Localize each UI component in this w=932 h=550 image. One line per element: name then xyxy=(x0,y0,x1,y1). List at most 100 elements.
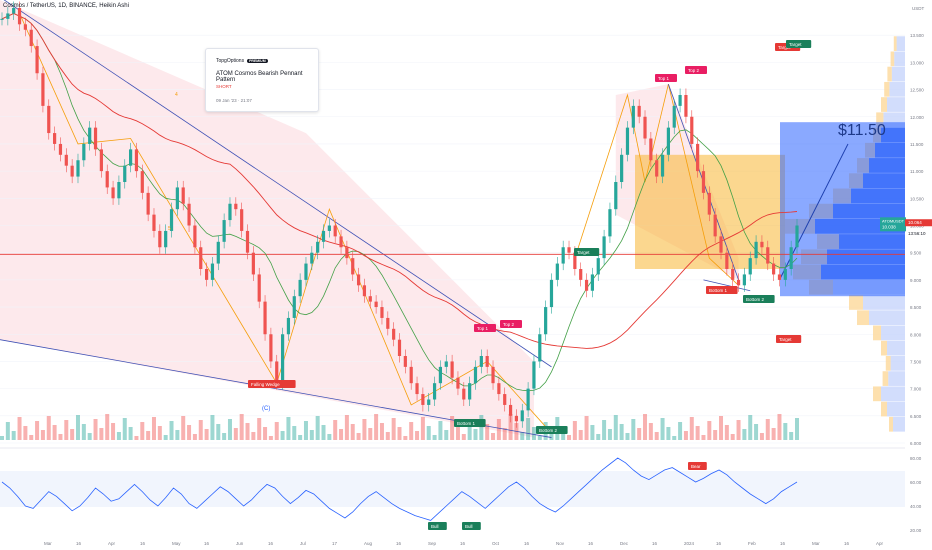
candle-body xyxy=(772,263,776,275)
profile-bar xyxy=(863,295,905,310)
zigzag-top xyxy=(574,84,739,286)
profile-bar xyxy=(891,66,905,82)
candle-body xyxy=(240,209,244,231)
time-tick: 16 xyxy=(780,541,786,546)
candle-body xyxy=(351,258,355,275)
volume-bar xyxy=(298,435,303,440)
volume-bar xyxy=(105,414,110,440)
profile-bar xyxy=(888,371,905,386)
volume-bar xyxy=(245,423,250,440)
candle-body xyxy=(760,241,764,248)
candle-body xyxy=(497,383,501,395)
time-tick: 2024 xyxy=(684,541,695,546)
pattern-labels: Falling Wedge (C) 4 5 Top 1 Top 2 Bottom 1 Bott… xyxy=(168,40,886,530)
volume-bar xyxy=(187,425,192,440)
time-tick: 16 xyxy=(204,541,210,546)
candle-body xyxy=(532,361,536,389)
volume-profile xyxy=(635,36,905,432)
candle-body xyxy=(555,263,559,280)
candle-body xyxy=(99,149,103,172)
last-high: 10.064 xyxy=(908,220,922,225)
volume-bar xyxy=(374,414,379,440)
volume-bar xyxy=(426,426,431,440)
time-tick: 16 xyxy=(588,541,594,546)
candle-body xyxy=(690,116,694,144)
volume-bar xyxy=(344,415,349,440)
candle-body xyxy=(573,252,577,269)
label-target-b-up: Target xyxy=(778,45,791,50)
volume-bar xyxy=(678,422,683,440)
profile-bar xyxy=(894,51,905,67)
time-tick: Feb xyxy=(748,541,756,546)
candle-body xyxy=(29,29,33,47)
volume-bar xyxy=(409,422,414,440)
volume-bar xyxy=(730,434,735,440)
candle-body xyxy=(339,236,343,248)
volume-bar xyxy=(303,421,308,440)
volume-bar xyxy=(274,422,279,440)
volume-bar xyxy=(175,430,180,440)
volume-bar xyxy=(58,434,63,440)
candle-body xyxy=(216,241,220,264)
candle-body xyxy=(105,171,109,188)
time-tick: 16 xyxy=(524,541,530,546)
volume-bar xyxy=(567,435,572,440)
ma-long xyxy=(1,12,798,349)
volume-bar xyxy=(40,430,45,440)
label-target-b-up2-bg xyxy=(786,40,812,48)
time-tick: 16 xyxy=(76,541,82,546)
label-bottom2-a: Bottom 2 xyxy=(539,428,558,433)
volume-bar xyxy=(64,420,69,440)
volume-bar xyxy=(385,432,390,440)
volume-bar xyxy=(572,421,577,440)
candle-body xyxy=(152,214,156,231)
rsi-tick: 40.00 xyxy=(910,504,922,509)
volume-bar xyxy=(613,415,618,440)
grid-lines xyxy=(0,34,905,444)
premium-badge: PREMIUM xyxy=(247,59,268,63)
candle-body xyxy=(549,279,554,308)
candle-body xyxy=(41,73,45,106)
candle-body xyxy=(164,230,168,248)
candle-body xyxy=(643,116,647,139)
volume-bar xyxy=(508,414,513,440)
volume-bar xyxy=(163,435,168,440)
candle-body xyxy=(602,236,606,259)
candle-body xyxy=(421,394,425,405)
price-tick: 7.000 xyxy=(910,387,922,392)
volume-bar xyxy=(122,418,127,440)
volume-bar xyxy=(783,423,788,440)
volume-bar xyxy=(432,435,437,440)
volume-bar xyxy=(29,435,34,440)
volume-bar xyxy=(549,431,554,440)
candle-body xyxy=(637,105,641,117)
candle-body xyxy=(625,127,630,155)
volume-bar xyxy=(81,424,86,440)
time-tick: Jul xyxy=(300,541,306,546)
profile-bar xyxy=(887,97,905,112)
volume-bar xyxy=(309,430,314,440)
candle-body xyxy=(310,252,314,264)
volume-bar xyxy=(204,429,209,440)
volume-bar xyxy=(128,427,133,440)
volume-bar xyxy=(350,424,355,440)
label-projection: $11.50 xyxy=(838,122,886,139)
candle-body xyxy=(731,269,735,280)
volume-bar xyxy=(672,436,677,440)
label-top2-a-bg xyxy=(500,320,522,328)
profile-bar-sell xyxy=(876,112,884,128)
volume-bar xyxy=(46,416,51,440)
idea-card[interactable]: TopgOptions PREMIUM ATOM Cosmos Bearish P… xyxy=(205,48,319,112)
candle-body xyxy=(64,154,68,166)
label-top2-b-bg xyxy=(685,66,707,74)
ma-short xyxy=(1,12,798,392)
profile-bar-sell xyxy=(881,97,887,112)
volume-bar xyxy=(362,419,367,440)
candle-body xyxy=(245,230,250,253)
label-target-a-bg xyxy=(574,248,600,256)
volume-bar xyxy=(637,428,642,440)
time-tick: 17 xyxy=(332,541,338,546)
profile-bar-sell xyxy=(881,340,887,356)
volume-bar xyxy=(23,426,28,440)
volume-bar xyxy=(619,424,624,440)
